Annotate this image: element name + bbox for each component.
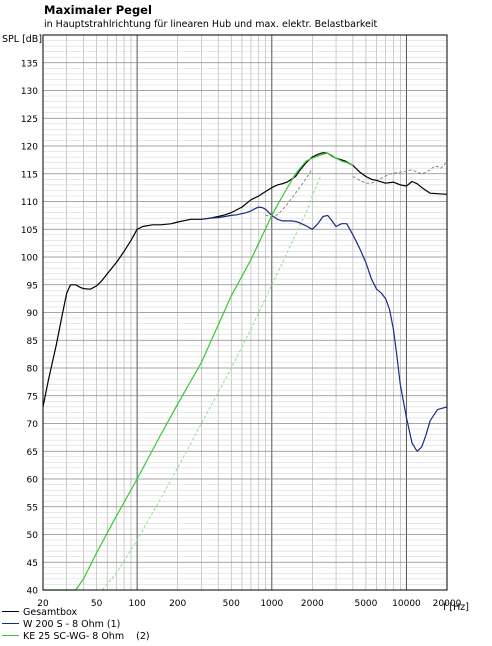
- chart-subtitle: in Hauptstrahlrichtung für linearen Hub …: [44, 19, 378, 30]
- y-tick-label: 60: [27, 476, 39, 486]
- y-tick-label: 100: [21, 254, 38, 264]
- y-tick-label: 75: [27, 392, 38, 402]
- y-tick-label: 105: [21, 226, 38, 236]
- legend-label-w200s: W 200 S - 8 Ohm (1): [23, 619, 121, 630]
- y-tick-label: 125: [21, 115, 38, 125]
- legend-item-gesamtbox: Gesamtbox: [2, 607, 150, 619]
- x-tick-label: 20000: [433, 599, 462, 609]
- x-tick-label: 500: [223, 599, 240, 609]
- y-tick-label: 80: [27, 365, 39, 375]
- series-line-0: [42, 152, 448, 408]
- legend-item-w200s: W 200 S - 8 Ohm (1): [2, 619, 150, 631]
- x-tick-label: 50: [91, 599, 103, 609]
- y-tick-label: 55: [27, 503, 38, 513]
- legend-label-gesamtbox: Gesamtbox: [23, 607, 78, 618]
- y-tick-label: 120: [21, 143, 38, 153]
- y-tick-label: 135: [21, 59, 38, 69]
- series-line-1: [201, 206, 448, 452]
- x-tick-label: 200: [169, 599, 186, 609]
- series-line-4: [352, 159, 448, 184]
- series-layer: [42, 152, 448, 591]
- y-tick-label: 70: [27, 420, 39, 430]
- series-line-5: [101, 176, 321, 591]
- legend-swatch-ke25: [2, 635, 19, 636]
- x-tick-labels: 20 50 100 200 500 1000 2000 5000 10000 20000: [37, 599, 461, 609]
- legend-swatch-w200s: [2, 623, 19, 624]
- y-tick-label: 130: [21, 87, 38, 97]
- y-axis-label: SPL [dB]: [2, 34, 43, 45]
- y-tick-label: 115: [21, 170, 38, 180]
- legend-swatch-gesamtbox: [2, 611, 19, 612]
- x-tick-label: 20: [37, 599, 49, 609]
- legend-label-ke25: KE 25 SC-WG- 8 Ohm (2): [23, 631, 150, 642]
- y-tick-label: 95: [27, 281, 38, 291]
- legend: Gesamtbox W 200 S - 8 Ohm (1) KE 25 SC-W…: [2, 607, 150, 643]
- x-axis-label: f [Hz]: [443, 602, 469, 613]
- x-tick-label: 10000: [392, 599, 421, 609]
- y-tick-labels: 40 45 50 55 60 65 70 75 80 85 90 95 100 105 110 115 120 1…: [21, 59, 38, 596]
- x-tick-label: 100: [129, 599, 146, 609]
- grid-major: [43, 34, 447, 591]
- x-tick-label: 2000: [301, 599, 324, 609]
- x-tick-label: 1000: [260, 599, 283, 609]
- chart-title: Maximaler Pegel: [44, 3, 152, 17]
- y-tick-label: 45: [27, 559, 38, 569]
- x-tick-label: 5000: [354, 599, 377, 609]
- y-tick-label: 40: [27, 587, 39, 597]
- y-tick-label: 90: [27, 309, 39, 319]
- y-tick-label: 85: [27, 337, 38, 347]
- y-tick-label: 110: [21, 198, 38, 208]
- series-line-2: [43, 152, 354, 591]
- series-line-3: [265, 167, 313, 217]
- y-tick-label: 65: [27, 448, 38, 458]
- legend-item-ke25: KE 25 SC-WG- 8 Ohm (2): [2, 631, 150, 643]
- plot-frame: [42, 34, 448, 591]
- y-tick-label: 50: [27, 531, 39, 541]
